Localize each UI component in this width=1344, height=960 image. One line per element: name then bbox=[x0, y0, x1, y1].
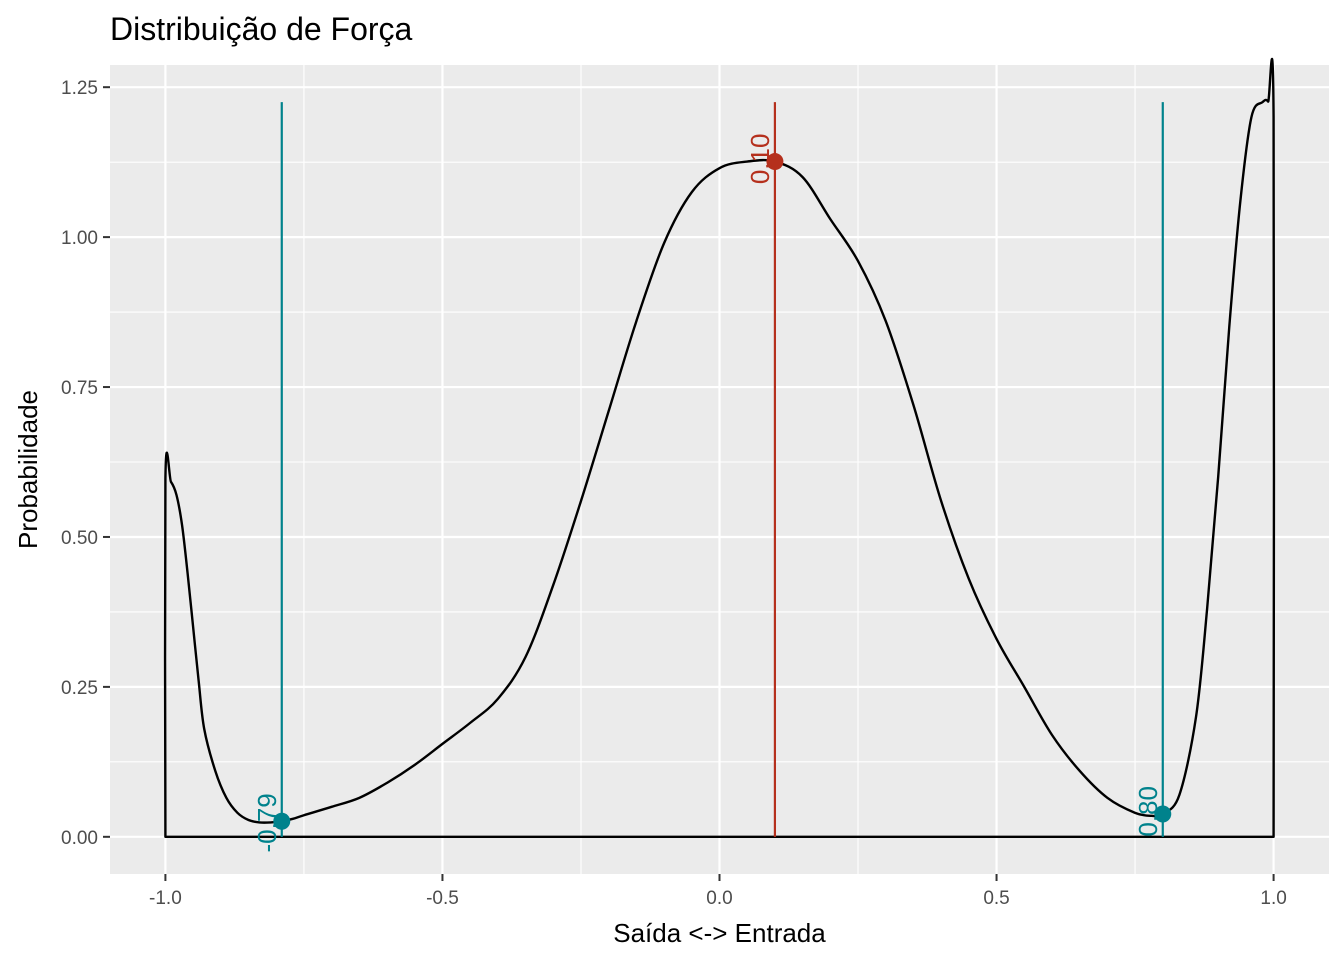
density-curve bbox=[163, 57, 1276, 839]
marker-point bbox=[273, 812, 291, 830]
y-tick-label: 0.25 bbox=[61, 678, 98, 699]
y-tick-label: 0.75 bbox=[61, 378, 98, 399]
x-axis-title: Saída <-> Entrada bbox=[613, 918, 826, 948]
y-tick-label: 1.25 bbox=[61, 78, 98, 99]
y-axis-title: Probabilidade bbox=[13, 390, 43, 549]
x-tick-label: -1.0 bbox=[149, 888, 182, 909]
x-tick-label: 1.0 bbox=[1260, 888, 1286, 909]
marker-point bbox=[1154, 805, 1172, 823]
chart-title: Distribuição de Força bbox=[110, 11, 413, 47]
marker-label: 0,10 bbox=[745, 134, 775, 185]
x-tick-label: -0.5 bbox=[426, 888, 459, 909]
marker-label: -0,79 bbox=[252, 793, 282, 852]
marker-label: 0,80 bbox=[1133, 786, 1163, 837]
y-axis: 0.00 0.25 0.50 0.75 1.00 1.25 bbox=[61, 78, 110, 849]
x-axis: -1.0 -0.5 0.0 0.5 1.0 bbox=[149, 874, 1287, 909]
y-tick-label: 0.50 bbox=[61, 528, 98, 549]
density-layer bbox=[163, 57, 1276, 839]
marker-point bbox=[766, 153, 784, 171]
x-tick-label: 0.0 bbox=[706, 888, 732, 909]
y-tick-label: 0.00 bbox=[61, 828, 98, 849]
y-tick-label: 1.00 bbox=[61, 228, 98, 249]
marker-layer: -0,79 0,10 0,80 bbox=[252, 102, 1172, 852]
x-tick-label: 0.5 bbox=[983, 888, 1009, 909]
